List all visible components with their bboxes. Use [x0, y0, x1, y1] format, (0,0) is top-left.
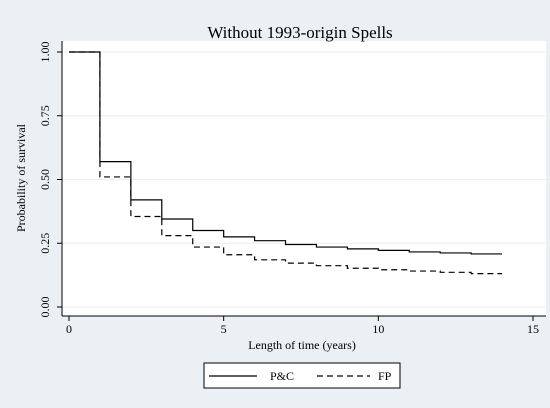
y-tick-label: 0.25 [38, 233, 52, 254]
series-line-pc [69, 51, 503, 255]
grid-lines [62, 51, 546, 308]
chart-title: Without 1993-origin Spells [207, 23, 392, 42]
series-lines [69, 51, 503, 275]
tick-marks: 0.00 0.25 0.50 0.75 1.00 0 5 10 15 [38, 42, 539, 337]
legend: P&C FP [203, 362, 401, 389]
x-tick-label: 15 [527, 322, 539, 336]
y-tick-label: 0.00 [38, 297, 52, 318]
y-tick-label: 0.75 [38, 105, 52, 126]
y-tick-label: 1.00 [38, 42, 52, 63]
x-tick-label: 10 [372, 322, 384, 336]
x-axis-label: Length of time (years) [248, 338, 356, 352]
series-line-fp [69, 51, 503, 275]
x-tick-label: 5 [221, 322, 227, 336]
legend-label-fp: FP [378, 369, 392, 383]
legend-label-pc: P&C [270, 369, 294, 383]
y-axis-label: Probability of survival [14, 123, 28, 232]
y-tick-label: 0.50 [38, 169, 52, 190]
x-tick-label: 0 [66, 322, 72, 336]
axes [61, 41, 546, 317]
plot-area [62, 41, 546, 316]
